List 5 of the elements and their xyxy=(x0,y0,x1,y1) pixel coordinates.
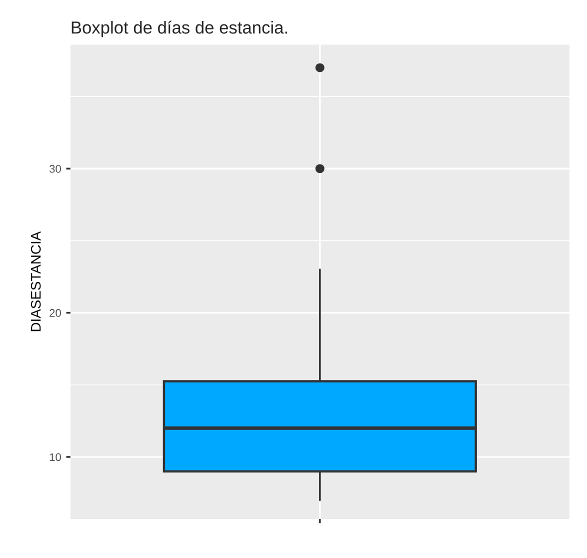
y-axis-title: DIASESTANCIA xyxy=(30,231,41,332)
y-tick-label: 30 xyxy=(49,164,61,173)
y-tick-label: 10 xyxy=(50,453,61,462)
y-tick-label: 20 xyxy=(50,309,61,317)
chart-title: Boxplot de días de estancia. xyxy=(72,20,287,38)
